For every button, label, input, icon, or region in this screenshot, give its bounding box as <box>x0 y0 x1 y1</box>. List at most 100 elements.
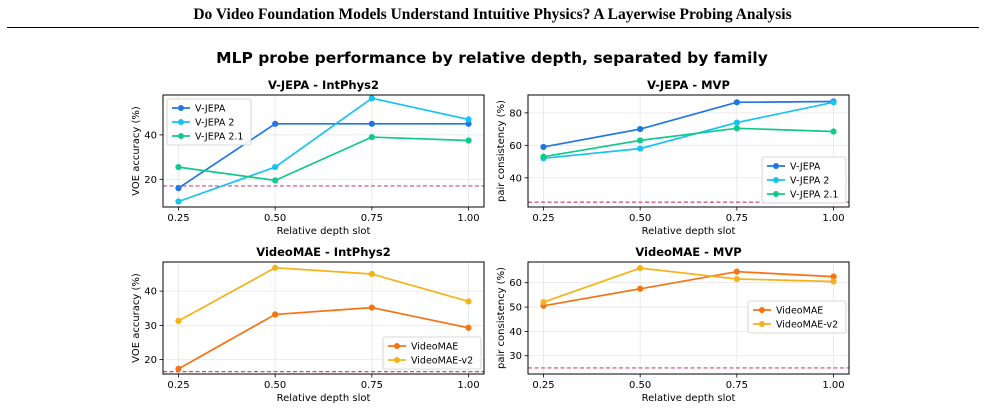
data-point <box>368 120 375 127</box>
legend: V-JEPA V-JEPA 2 V-JEPA 2.1 <box>166 98 252 146</box>
legend-entry: VideoMAE-v2 <box>776 320 838 331</box>
data-point <box>830 273 837 280</box>
data-point <box>465 116 472 123</box>
legend-swatch-marker <box>178 105 184 111</box>
running-header: Do Video Foundation Models Understand In… <box>193 6 792 23</box>
y-tick-label: 40 <box>509 173 522 184</box>
series-line-videomae-v2 <box>543 267 834 304</box>
x-tick-label: 0.25 <box>167 213 189 224</box>
legend-swatch-marker <box>759 307 765 313</box>
data-point <box>830 278 837 285</box>
data-point <box>272 264 279 271</box>
data-point <box>465 324 472 331</box>
data-point <box>272 177 279 184</box>
data-point <box>540 299 547 306</box>
data-point <box>830 99 837 106</box>
y-tick-label: 30 <box>509 351 522 362</box>
series-line-v-jepa-2-1 <box>178 136 469 182</box>
legend: VideoMAE VideoMAE-v2 <box>382 336 482 370</box>
y-tick-label: 40 <box>144 287 157 298</box>
x-tick-label: 0.50 <box>629 213 651 224</box>
legend-box <box>761 156 847 204</box>
axes-frame <box>162 261 485 375</box>
x-tick-label: 0.50 <box>629 380 651 391</box>
chart-panel-1: 0.25 0.50 0.75 1.00 20 40 V-JEPA - IntPhys2 Rel… <box>131 78 485 237</box>
data-point <box>733 119 740 126</box>
data-point <box>272 163 279 171</box>
x-tick-label: 0.75 <box>726 380 748 391</box>
figure-suptitle: MLP probe performance by relative depth,… <box>216 49 768 67</box>
data-point <box>637 264 644 272</box>
data-point <box>540 143 547 151</box>
y-tick-label: 40 <box>144 130 157 141</box>
y-tick-label: 60 <box>509 278 522 289</box>
series-line-v-jepa <box>543 100 834 148</box>
legend: VideoMAE VideoMAE-v2 <box>747 300 847 334</box>
legend-box <box>747 300 847 334</box>
chart-title: VideoMAE - IntPhys2 <box>256 245 390 259</box>
data-point <box>637 137 644 144</box>
legend-entry: V-JEPA 2.1 <box>195 132 243 143</box>
legend-entry: V-JEPA 2 <box>195 118 234 129</box>
chart-panel-4: 0.25 0.50 0.75 1.00 30 40 50 60 VideoMAE - MVP Re… <box>496 245 850 404</box>
x-axis-label: Relative depth slot <box>642 393 736 404</box>
data-point <box>733 125 740 132</box>
data-point <box>368 134 375 141</box>
y-axis-label: VOE accuracy (%) <box>131 273 142 363</box>
legend-swatch-marker <box>178 133 184 139</box>
legend: V-JEPA V-JEPA 2 V-JEPA 2.1 <box>761 156 847 204</box>
legend-entry: V-JEPA <box>195 104 226 115</box>
y-tick-label: 50 <box>509 303 522 314</box>
x-axis-label: Relative depth slot <box>277 226 371 237</box>
y-tick-label: 40 <box>509 327 522 338</box>
data-point <box>175 198 182 205</box>
data-point <box>465 120 472 127</box>
x-tick-label: 0.75 <box>726 213 748 224</box>
chart-panels: 0.25 0.50 0.75 1.00 20 40 V-JEPA - IntPhys2 Rel… <box>131 78 850 404</box>
x-tick-label: 0.50 <box>264 213 286 224</box>
legend-box <box>166 98 252 146</box>
header-rule <box>7 27 979 28</box>
series-line-v-jepa-2 <box>543 101 834 160</box>
chart-title: V-JEPA - MVP <box>647 78 730 92</box>
axes-frame <box>527 261 850 375</box>
legend-swatch-marker <box>394 343 400 349</box>
series-line-v-jepa-2 <box>178 97 469 203</box>
chart-title: V-JEPA - IntPhys2 <box>268 78 379 92</box>
data-point <box>272 120 279 127</box>
y-axis-label: VOE accuracy (%) <box>131 106 142 196</box>
y-axis-label: pair consistency (%) <box>496 267 507 369</box>
series-line-v-jepa <box>178 122 469 189</box>
chart-title: VideoMAE - MVP <box>635 245 741 259</box>
chart-panel-3: 0.25 0.50 0.75 1.00 20 30 40 VideoMAE - IntPhys… <box>131 245 485 404</box>
series-line-v-jepa-2-1 <box>543 127 834 158</box>
legend-swatch-marker <box>394 357 400 363</box>
data-point <box>733 275 740 283</box>
y-tick-label: 20 <box>144 355 157 366</box>
series-line-videomae <box>178 306 469 370</box>
y-axis-label: pair consistency (%) <box>496 100 507 202</box>
data-point <box>272 311 279 318</box>
series-line-videomae <box>543 270 834 307</box>
x-tick-label: 1.00 <box>457 380 479 391</box>
series-line-videomae-v2 <box>178 266 469 322</box>
legend-entry: V-JEPA 2.1 <box>790 190 838 201</box>
data-point <box>368 95 375 102</box>
data-point <box>733 268 740 275</box>
x-tick-label: 0.50 <box>264 380 286 391</box>
y-tick-label: 20 <box>144 175 157 186</box>
data-point <box>175 185 182 192</box>
legend-entry: VideoMAE <box>411 342 458 353</box>
legend-swatch-marker <box>178 119 184 125</box>
x-tick-label: 1.00 <box>457 213 479 224</box>
y-tick-label: 30 <box>144 321 157 332</box>
data-point <box>465 137 472 144</box>
x-tick-label: 0.75 <box>361 380 383 391</box>
legend-entry: VideoMAE <box>776 306 823 317</box>
axes-frame <box>162 94 485 208</box>
data-point <box>637 145 644 152</box>
legend-entry: VideoMAE-v2 <box>411 356 473 367</box>
y-tick-label: 80 <box>509 108 522 119</box>
legend-swatch-marker <box>773 177 779 183</box>
